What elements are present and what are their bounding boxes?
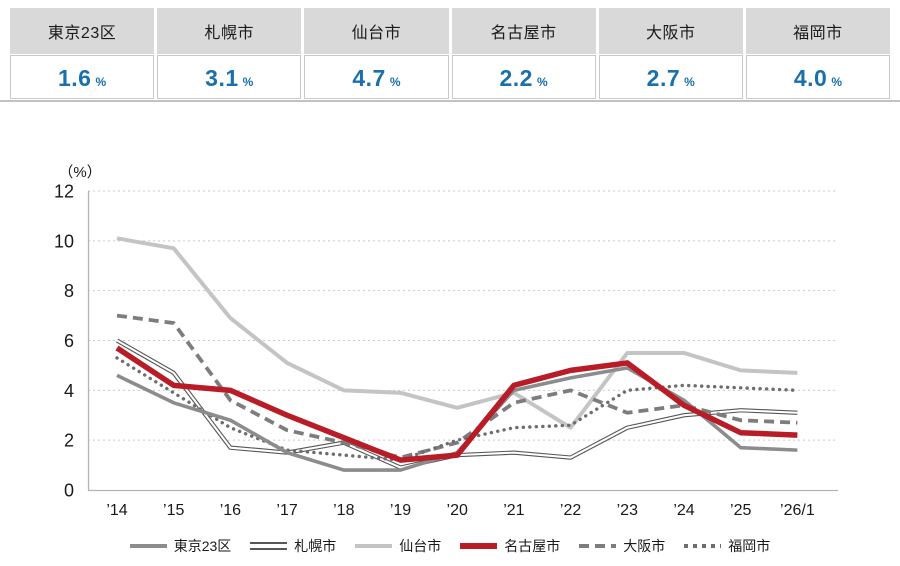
percent-unit: % [389, 75, 401, 89]
summary-city-value: 2.7% [598, 55, 743, 99]
summary-city-value: 1.6% [10, 55, 155, 99]
legend-item-3: 名古屋市 [460, 536, 560, 556]
percent-unit: % [242, 75, 254, 89]
legend-swatch-dotted [684, 544, 722, 548]
summary-city-value: 4.0% [745, 55, 890, 99]
legend-swatch-solid-light [355, 544, 393, 548]
city-summary-table: 東京23区 札幌市 仙台市 名古屋市 大阪市 福岡市 1.6% 3.1% 4.7% 2.2% 2.7… [10, 8, 890, 99]
legend-item-2: 仙台市 [355, 536, 441, 556]
y-tick-label: 6 [64, 331, 74, 351]
legend-swatch-dashed [579, 544, 617, 548]
percent-unit: % [831, 75, 842, 89]
legend-item-4: 大阪市 [579, 536, 665, 556]
summary-city-value: 2.2% [451, 55, 596, 99]
y-tick-label: 2 [64, 431, 74, 451]
summary-city-name: 札幌市 [157, 8, 302, 54]
y-tick-label: 8 [64, 281, 74, 301]
x-tick-label: ’20 [447, 502, 468, 519]
series-line-2 [116, 236, 798, 430]
y-tick-label: 4 [64, 381, 74, 401]
series-line-4 [116, 313, 798, 460]
legend-label: 札幌市 [294, 538, 337, 554]
vacancy-rate-value: 3.1 [205, 65, 239, 91]
x-tick-label: ’15 [163, 502, 184, 519]
vacancy-rate-value: 2.7 [646, 65, 681, 91]
series-line-3 [115, 345, 798, 463]
y-axis-unit-label: （%） [58, 164, 101, 181]
x-tick-label: ’26/1 [780, 502, 815, 519]
x-tick-label: ’25 [730, 502, 751, 519]
vacancy-rate-value: 4.0 [793, 65, 828, 91]
y-tick-label: 12 [54, 182, 74, 202]
summary-city-value: 3.1% [157, 55, 302, 99]
legend-swatch-solid-red [460, 543, 498, 549]
y-tick-label: 0 [64, 481, 74, 501]
y-tick-label: 10 [54, 231, 74, 251]
summary-city-value: 4.7% [304, 55, 449, 99]
x-tick-label: ’18 [333, 502, 354, 519]
x-tick-label: ’21 [503, 502, 524, 519]
x-tick-label: ’24 [673, 502, 694, 519]
x-tick-label: ’19 [390, 502, 411, 519]
x-tick-label: ’22 [560, 502, 581, 519]
vacancy-rate-value: 4.7 [352, 65, 386, 91]
summary-city-name: 東京23区 [10, 8, 155, 54]
legend-swatch-solid-gray [129, 544, 167, 548]
x-tick-label: ’17 [276, 502, 297, 519]
vacancy-rate-value: 1.6 [58, 65, 92, 91]
chart-legend: 東京23区 札幌市 仙台市 名古屋市 大阪市 福岡市 [0, 536, 900, 556]
summary-city-name: 名古屋市 [451, 8, 596, 54]
series-line-1-core [116, 339, 798, 469]
legend-item-0: 東京23区 [129, 536, 232, 556]
series-line-1 [115, 338, 798, 470]
percent-unit: % [95, 75, 107, 89]
x-tick-label: ’14 [106, 502, 127, 519]
summary-city-name: 仙台市 [304, 8, 449, 54]
legend-label: 大阪市 [623, 538, 666, 554]
x-tick-label: ’16 [220, 502, 241, 519]
legend-item-1: 札幌市 [250, 536, 336, 556]
legend-label: 福岡市 [728, 538, 771, 554]
vacancy-rate-value: 2.2 [499, 65, 533, 91]
legend-label: 東京23区 [173, 538, 232, 554]
x-tick-label: ’23 [617, 502, 638, 519]
summary-city-name: 大阪市 [598, 8, 743, 54]
summary-divider [0, 100, 900, 102]
legend-label: 名古屋市 [504, 538, 561, 554]
percent-unit: % [684, 75, 695, 89]
legend-label: 仙台市 [399, 538, 442, 554]
percent-unit: % [536, 75, 548, 89]
legend-item-5: 福岡市 [684, 536, 770, 556]
summary-city-name: 福岡市 [745, 8, 890, 54]
legend-swatch-double [250, 542, 288, 550]
